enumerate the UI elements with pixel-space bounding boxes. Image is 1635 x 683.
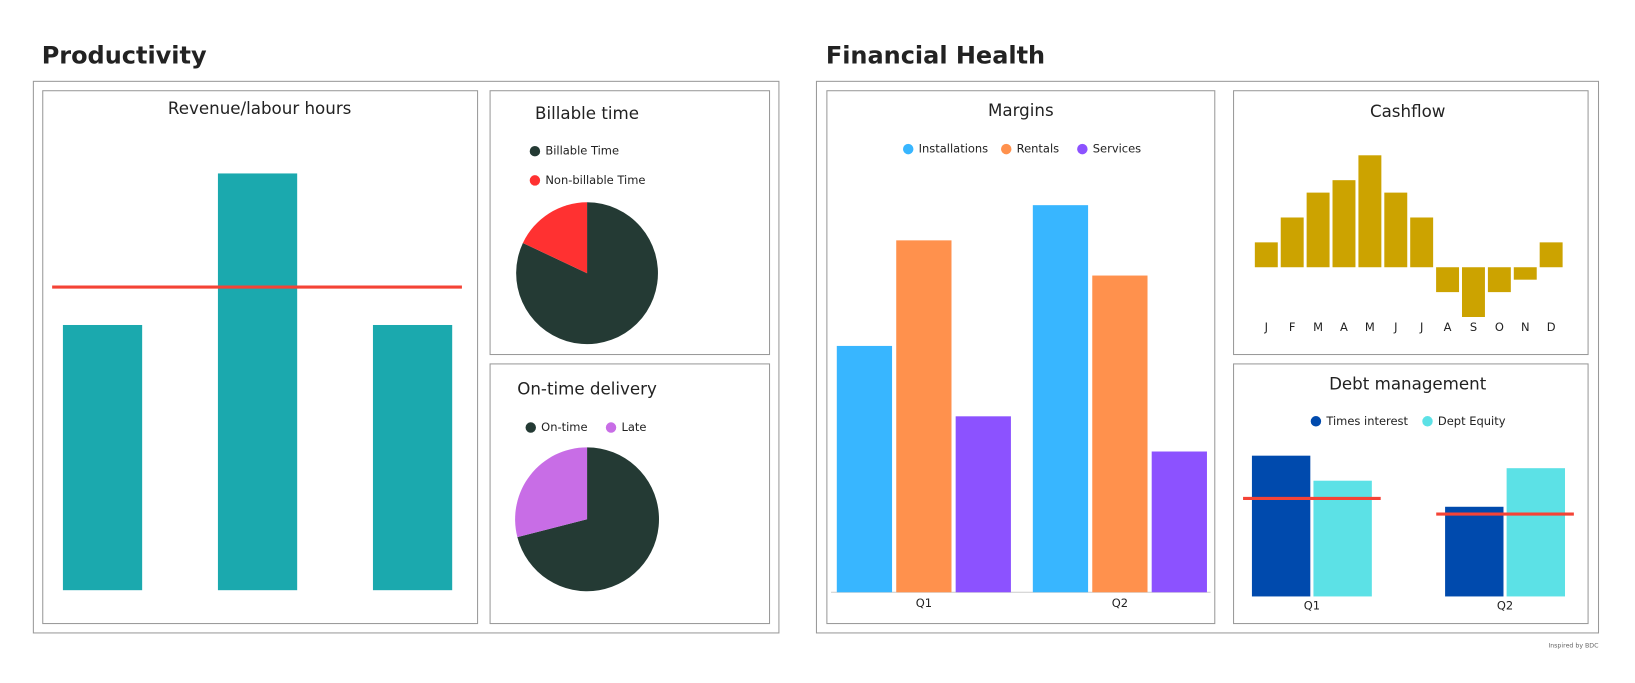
x-tick-label: D — [1547, 320, 1556, 334]
bar — [1280, 217, 1304, 268]
legend-swatch — [525, 422, 536, 433]
bar — [1445, 506, 1504, 597]
legend-swatch — [529, 145, 541, 157]
legend-label: Installations — [919, 142, 989, 156]
bar — [1306, 192, 1330, 268]
legend-label: Billable Time — [545, 144, 619, 158]
legend-label: Dept Equity — [1438, 414, 1506, 428]
bar — [1384, 192, 1408, 268]
x-tick-label: Q2 — [1112, 596, 1128, 610]
legend-swatch — [1310, 416, 1322, 427]
chart-title: On-time delivery — [517, 379, 657, 398]
bar — [1410, 217, 1434, 268]
bar — [836, 345, 893, 593]
chart-title: Margins — [988, 101, 1054, 120]
bar — [1151, 451, 1207, 593]
bar — [896, 240, 952, 593]
legend-swatch — [1422, 416, 1433, 427]
legend-label: On-time — [541, 420, 587, 434]
bar — [1506, 468, 1566, 597]
x-tick-label: J — [1393, 320, 1397, 334]
bar — [1487, 267, 1511, 293]
pie-slice — [517, 447, 660, 592]
x-tick-label: O — [1495, 320, 1504, 334]
chart-title: Debt management — [1329, 374, 1487, 393]
x-tick-label: F — [1289, 320, 1296, 334]
bar — [1513, 267, 1537, 280]
pie-slice — [515, 447, 588, 538]
bar — [1461, 267, 1485, 317]
legend-swatch — [605, 422, 617, 433]
bar — [217, 173, 298, 591]
bar — [62, 324, 143, 591]
bar — [1358, 155, 1382, 268]
section-title: Financial Health — [826, 41, 1045, 69]
bar — [1332, 180, 1356, 268]
pie-slice — [522, 202, 588, 274]
legend-label: Late — [621, 420, 646, 434]
section-title: Productivity — [42, 41, 207, 69]
chart-title: Cashflow — [1370, 102, 1445, 121]
legend-label: Times interest — [1325, 414, 1408, 428]
legend-swatch — [903, 143, 914, 155]
legend-swatch — [529, 175, 541, 186]
bar — [1539, 242, 1563, 268]
bar — [1254, 242, 1278, 268]
x-tick-label: N — [1521, 320, 1530, 334]
bar — [372, 324, 453, 591]
bar — [1251, 455, 1311, 597]
bar — [1032, 205, 1089, 593]
legend-swatch — [1001, 143, 1012, 155]
x-tick-label: Q1 — [1304, 598, 1320, 612]
chart-title: Revenue/labour hours — [168, 99, 351, 118]
legend-label: Rentals — [1017, 142, 1059, 156]
x-tick-label: Q1 — [916, 596, 932, 610]
pie-slice — [516, 202, 658, 345]
x-tick-label: Q2 — [1497, 598, 1513, 612]
legend-label: Services — [1093, 142, 1141, 156]
x-tick-label: A — [1340, 320, 1348, 334]
x-tick-label: A — [1444, 320, 1452, 334]
legend-swatch — [1077, 143, 1088, 155]
x-tick-label: M — [1365, 320, 1375, 334]
bar — [1436, 267, 1460, 293]
bar — [1092, 275, 1148, 593]
x-tick-label: J — [1419, 320, 1423, 334]
legend-label: Non-billable Time — [545, 173, 645, 187]
x-tick-label: S — [1470, 320, 1477, 334]
x-tick-label: M — [1313, 320, 1323, 334]
footer: Inspired by BDC — [1548, 642, 1599, 649]
bar — [955, 416, 1011, 593]
x-tick-label: J — [1264, 320, 1268, 334]
chart-title: Billable time — [535, 104, 639, 123]
